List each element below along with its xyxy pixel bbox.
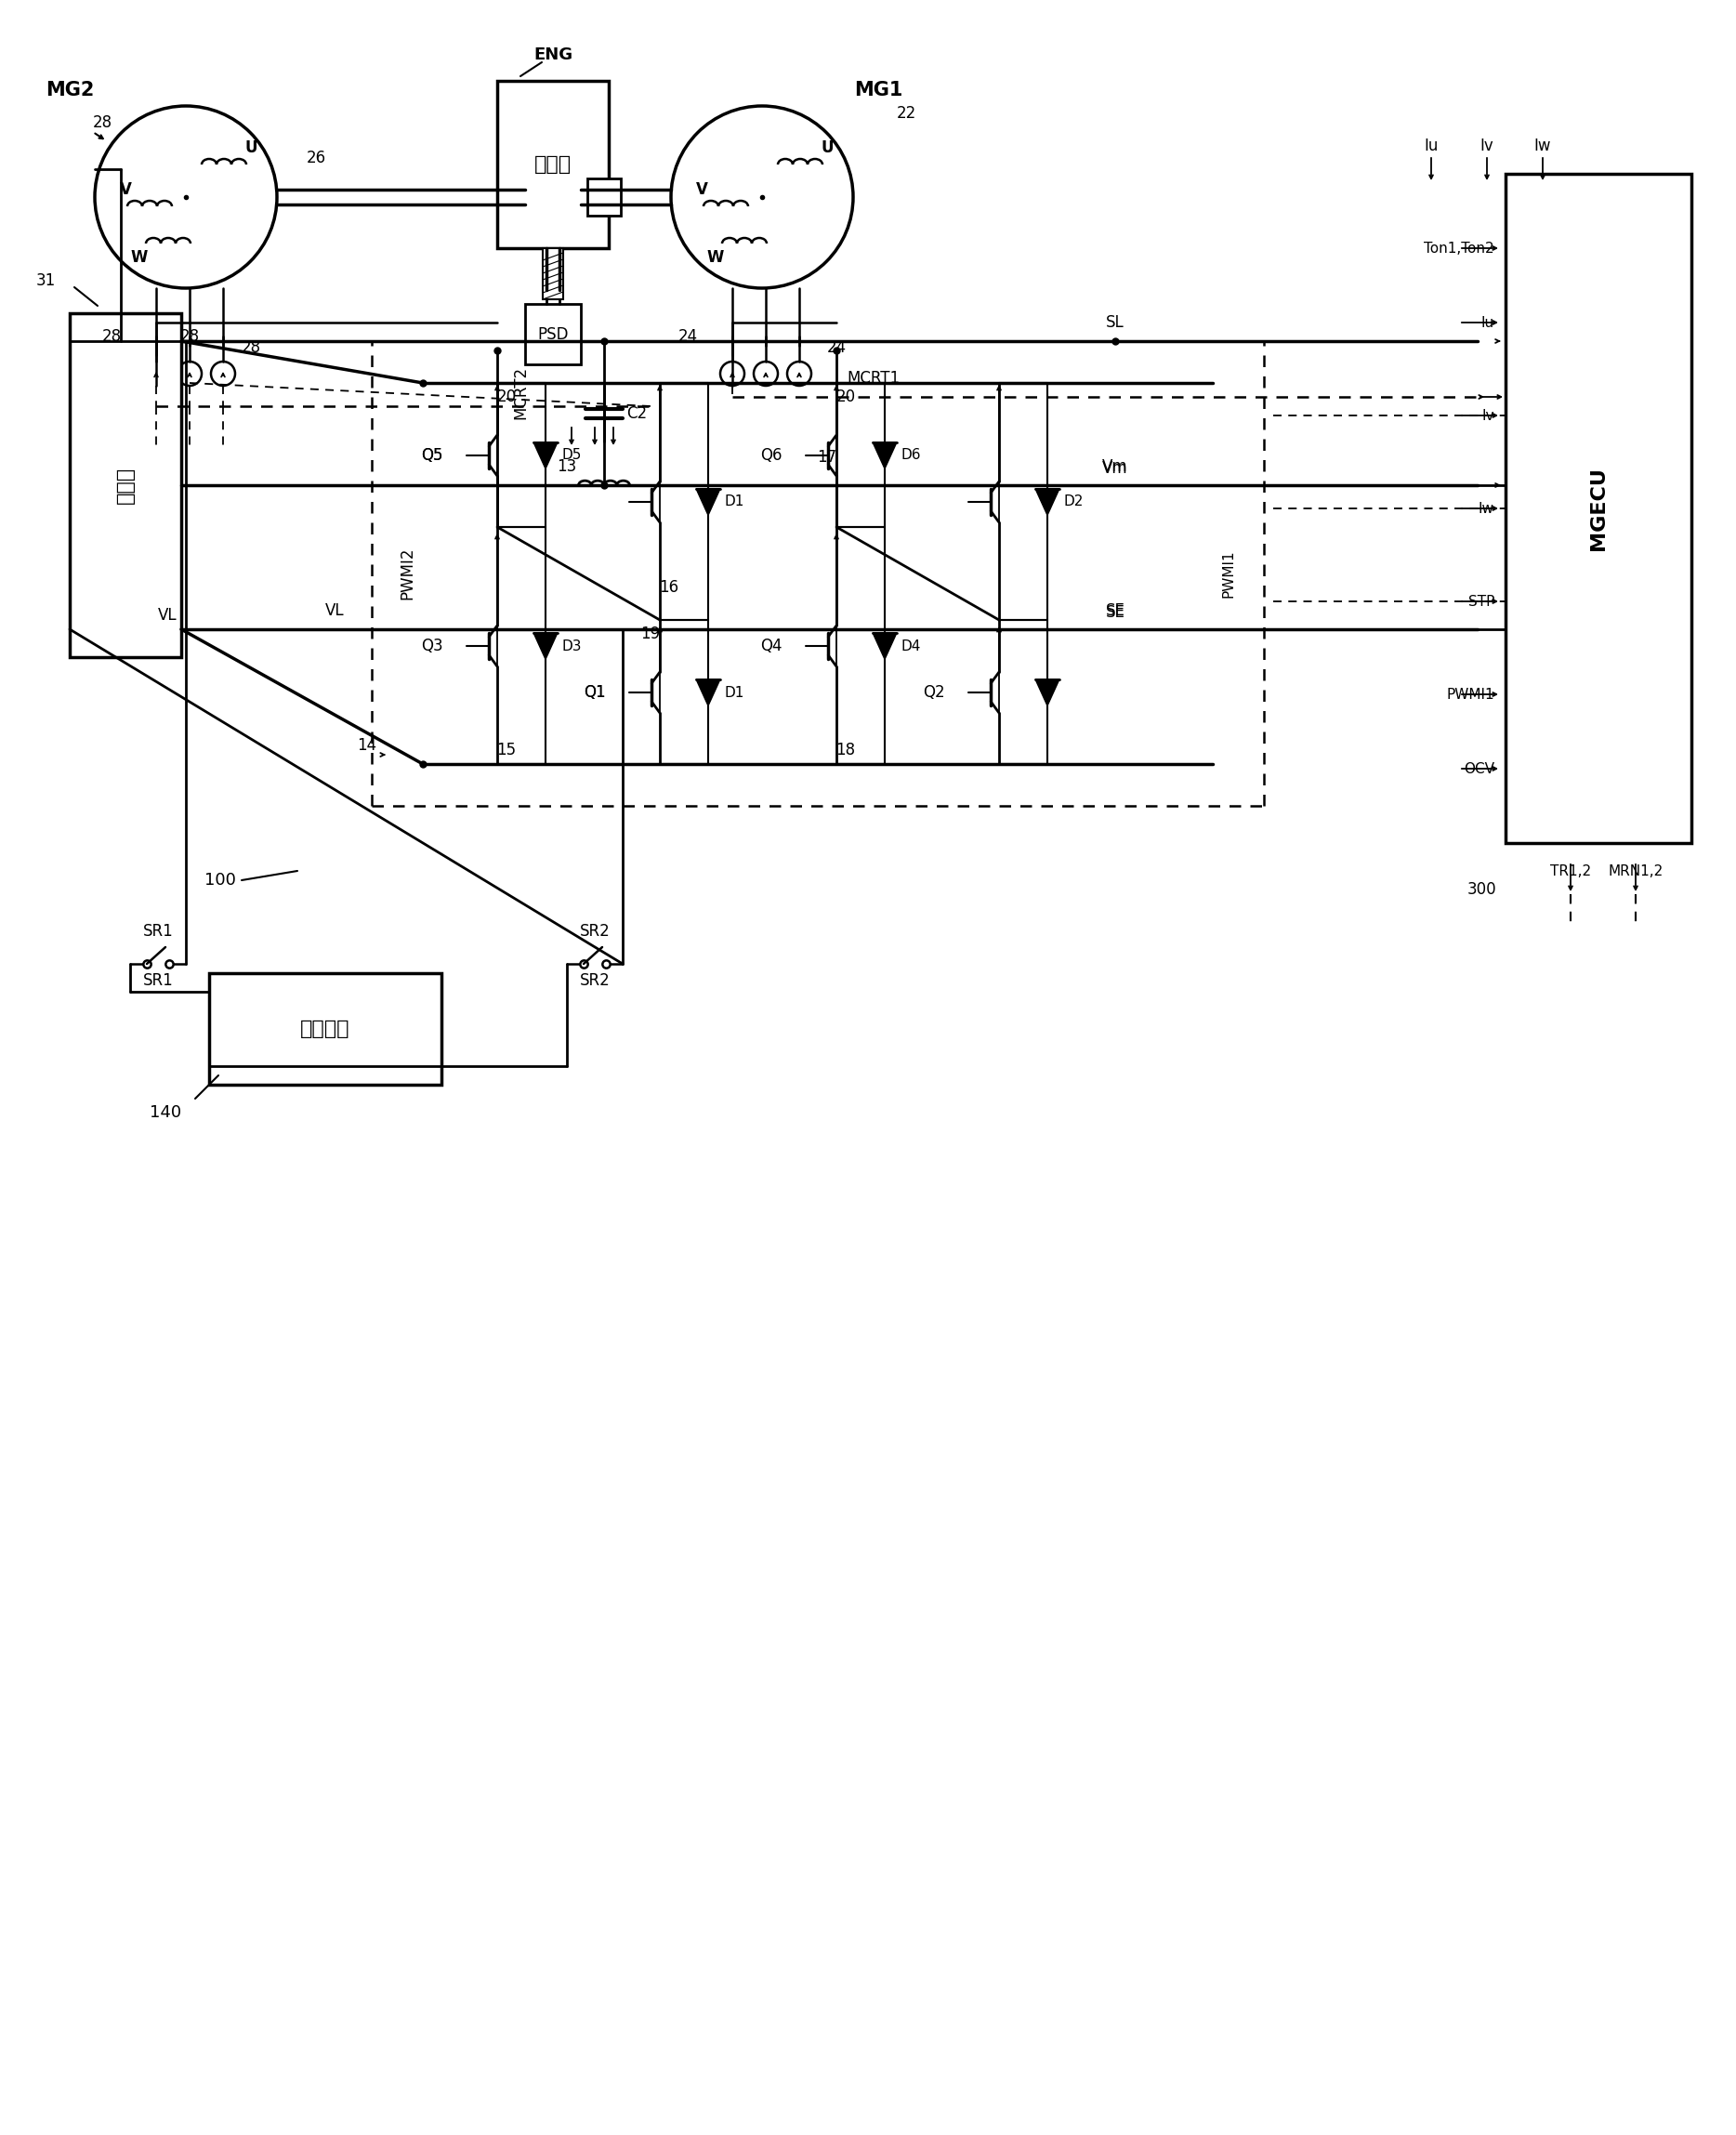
Text: U: U	[245, 139, 257, 156]
Text: 24: 24	[826, 339, 845, 357]
Polygon shape	[696, 489, 720, 515]
Text: Q4: Q4	[760, 638, 781, 653]
Polygon shape	[533, 632, 557, 660]
Bar	[69, 314, 181, 658]
Text: VL: VL	[325, 602, 344, 619]
Text: Q5: Q5	[420, 446, 443, 463]
Bar	[543, 248, 562, 299]
Text: VL: VL	[158, 606, 177, 623]
Text: D3: D3	[562, 638, 582, 653]
Text: 28: 28	[241, 339, 260, 357]
Text: 24: 24	[679, 329, 698, 346]
Text: MG1: MG1	[854, 81, 903, 100]
Polygon shape	[533, 442, 557, 470]
Polygon shape	[873, 442, 898, 470]
Text: Iv: Iv	[1483, 408, 1495, 423]
Text: 20: 20	[496, 389, 516, 406]
Text: 16: 16	[660, 579, 679, 596]
Text: PWMI2: PWMI2	[399, 547, 415, 600]
Text: U: U	[821, 139, 833, 156]
Text: D2: D2	[1064, 495, 1083, 508]
Text: ENG: ENG	[533, 47, 573, 64]
Text: 19: 19	[641, 626, 660, 643]
Bar	[496, 81, 609, 248]
Text: MG2: MG2	[45, 81, 94, 100]
Text: 28: 28	[92, 115, 113, 130]
Polygon shape	[1035, 489, 1059, 515]
Text: PWMI1: PWMI1	[1446, 687, 1495, 700]
Text: Ton1,Ton2: Ton1,Ton2	[1424, 241, 1495, 256]
Text: D4: D4	[901, 638, 922, 653]
Text: Q5: Q5	[420, 446, 443, 463]
Text: Iw: Iw	[1479, 502, 1495, 515]
Polygon shape	[873, 632, 898, 660]
Text: MRN1,2: MRN1,2	[1608, 865, 1663, 877]
Text: 15: 15	[496, 741, 516, 758]
Text: 14: 14	[358, 737, 377, 754]
Text: MCRT1: MCRT1	[847, 369, 901, 386]
Polygon shape	[696, 679, 720, 707]
Bar	[208, 974, 441, 1085]
Text: OCV: OCV	[1463, 762, 1495, 775]
Text: Q3: Q3	[420, 638, 443, 653]
Text: Iu: Iu	[1424, 137, 1439, 154]
Text: SR2: SR2	[580, 971, 609, 989]
Text: 20: 20	[835, 389, 856, 406]
Text: 17: 17	[818, 448, 837, 465]
Text: Q1: Q1	[583, 683, 606, 700]
Text: TR1,2: TR1,2	[1550, 865, 1592, 877]
Text: MCRT2: MCRT2	[512, 365, 529, 418]
Text: 发动机: 发动机	[535, 156, 571, 173]
Text: Q1: Q1	[583, 683, 606, 700]
Text: Q6: Q6	[760, 446, 781, 463]
Text: SR1: SR1	[142, 971, 174, 989]
Text: 28: 28	[181, 329, 200, 346]
Text: 直流电源: 直流电源	[300, 1021, 351, 1038]
Text: SE: SE	[1106, 604, 1125, 621]
Text: 100: 100	[205, 871, 236, 888]
Text: Iw: Iw	[1535, 137, 1552, 154]
Text: D1: D1	[726, 685, 745, 700]
Text: 26: 26	[306, 149, 326, 167]
Text: 13: 13	[557, 459, 576, 474]
Text: W: W	[707, 250, 724, 267]
Text: 28: 28	[102, 329, 122, 346]
Text: Iv: Iv	[1481, 137, 1493, 154]
Text: V: V	[696, 181, 708, 199]
Text: SL: SL	[1106, 314, 1125, 331]
Text: 140: 140	[149, 1104, 181, 1121]
Bar	[587, 179, 621, 216]
Text: 18: 18	[835, 741, 856, 758]
Text: PWMI1: PWMI1	[1222, 549, 1236, 598]
Text: SE: SE	[1106, 602, 1125, 619]
Text: 300: 300	[1467, 882, 1496, 899]
Text: Vm: Vm	[1102, 459, 1128, 474]
Text: Vm: Vm	[1102, 459, 1128, 476]
Bar	[524, 303, 582, 365]
Text: V: V	[120, 181, 132, 199]
Text: PSD: PSD	[538, 327, 568, 344]
Text: 变换器: 变换器	[116, 468, 135, 504]
Text: Q2: Q2	[922, 683, 944, 700]
Text: SR1: SR1	[142, 922, 174, 939]
Bar	[1505, 173, 1691, 843]
Text: STP: STP	[1469, 594, 1495, 608]
Text: Iu: Iu	[1481, 316, 1495, 329]
Polygon shape	[1035, 679, 1059, 707]
Text: D1: D1	[726, 495, 745, 508]
Text: D5: D5	[562, 448, 582, 463]
Text: C2: C2	[627, 406, 648, 423]
Text: 22: 22	[896, 105, 917, 122]
Text: 31: 31	[36, 273, 56, 288]
Text: D6: D6	[901, 448, 922, 463]
Text: MGECU: MGECU	[1588, 468, 1608, 551]
Text: W: W	[130, 250, 148, 267]
Text: SR2: SR2	[580, 922, 609, 939]
